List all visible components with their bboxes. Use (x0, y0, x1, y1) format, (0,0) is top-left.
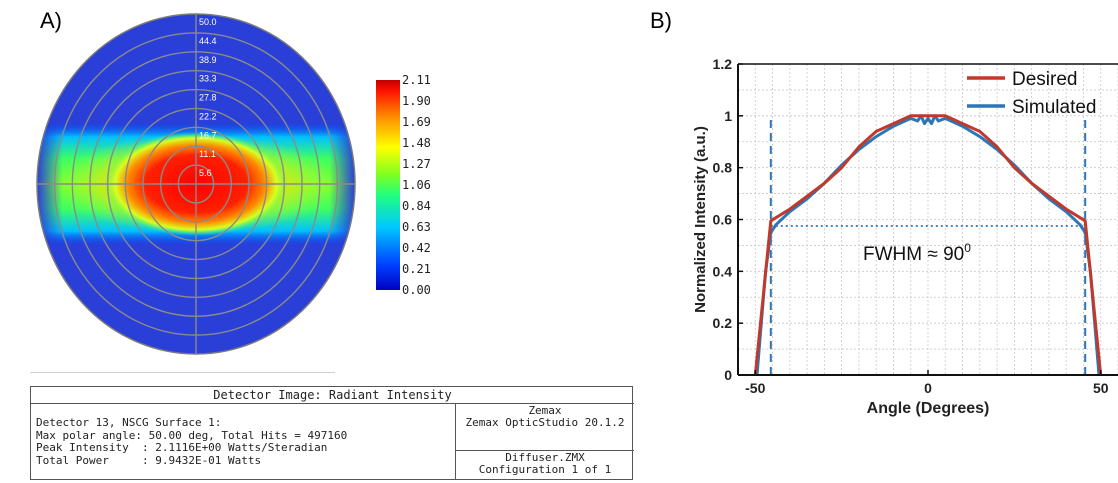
y-tick-label: 1 (724, 108, 732, 124)
x-tick-label: 0 (924, 380, 932, 396)
y-tick-label: 0.2 (713, 315, 733, 331)
legend-label: Simulated (1012, 97, 1097, 118)
x-tick-label: 50 (1093, 380, 1109, 396)
x-tick-label: -50 (745, 380, 765, 396)
y-tick-label: 0.4 (713, 263, 733, 279)
x-axis-label: Angle (Degrees) (867, 400, 990, 417)
y-tick-label: 1.2 (713, 56, 733, 72)
y-tick-label: 0 (724, 367, 732, 383)
y-axis-label: Normalized Intensity (a.u.) (692, 126, 709, 313)
fwhm-superscript: 0 (964, 241, 971, 255)
fwhm-annotation: FWHM ≈ 900 (863, 241, 971, 265)
legend-label: Desired (1012, 69, 1077, 90)
y-tick-label: 0.8 (713, 160, 733, 176)
fwhm-text: FWHM ≈ 90 (863, 244, 964, 265)
y-tick-label: 0.6 (713, 212, 733, 228)
